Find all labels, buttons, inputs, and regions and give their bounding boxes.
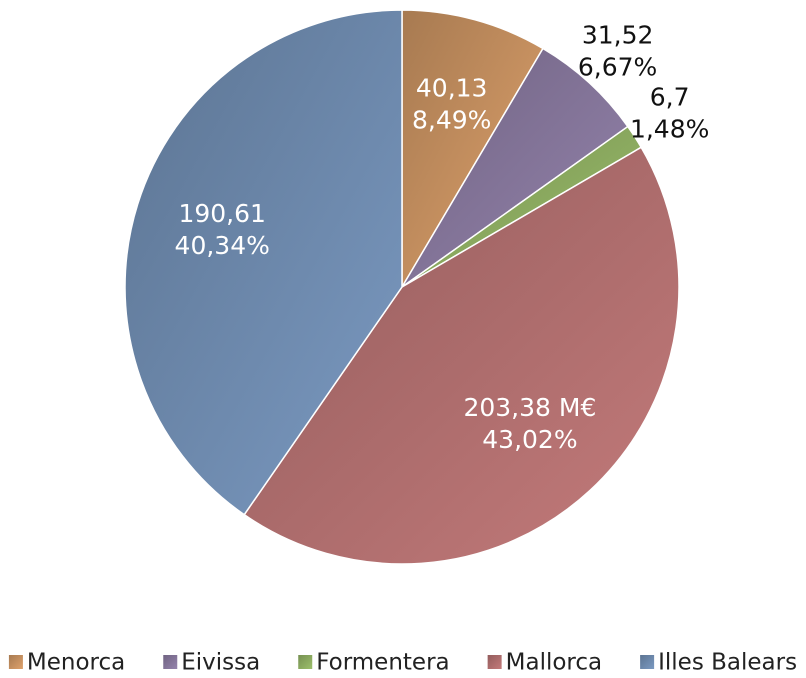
data-label: 6,7 xyxy=(650,82,690,111)
pie-slice xyxy=(401,47,629,288)
legend-label: Menorca xyxy=(27,650,125,675)
legend-swatch xyxy=(163,655,178,669)
legend-label: Mallorca xyxy=(506,650,602,675)
legend-swatch xyxy=(8,655,23,669)
percent-label: 40,34% xyxy=(175,231,270,260)
legend-label: Illes Balears xyxy=(658,650,797,675)
legend-swatch xyxy=(298,655,313,669)
percent-label: 8,49% xyxy=(412,105,491,134)
data-label: 40,13 xyxy=(416,73,488,102)
data-label: 190,61 xyxy=(178,199,265,228)
percent-label: 43,02% xyxy=(482,425,577,454)
pie-slice xyxy=(124,9,403,516)
percent-label: 1,48% xyxy=(630,114,709,143)
legend-label: Eivissa xyxy=(181,650,260,675)
pie-slice xyxy=(401,9,544,290)
data-label: 203,38 M€ xyxy=(463,393,596,422)
legend-swatch xyxy=(487,655,502,669)
pie-slice xyxy=(243,146,680,565)
legend-label: Formentera xyxy=(316,650,449,675)
legend-swatch xyxy=(640,655,655,669)
percent-label: 6,67% xyxy=(578,53,657,82)
data-label: 31,52 xyxy=(582,21,654,50)
